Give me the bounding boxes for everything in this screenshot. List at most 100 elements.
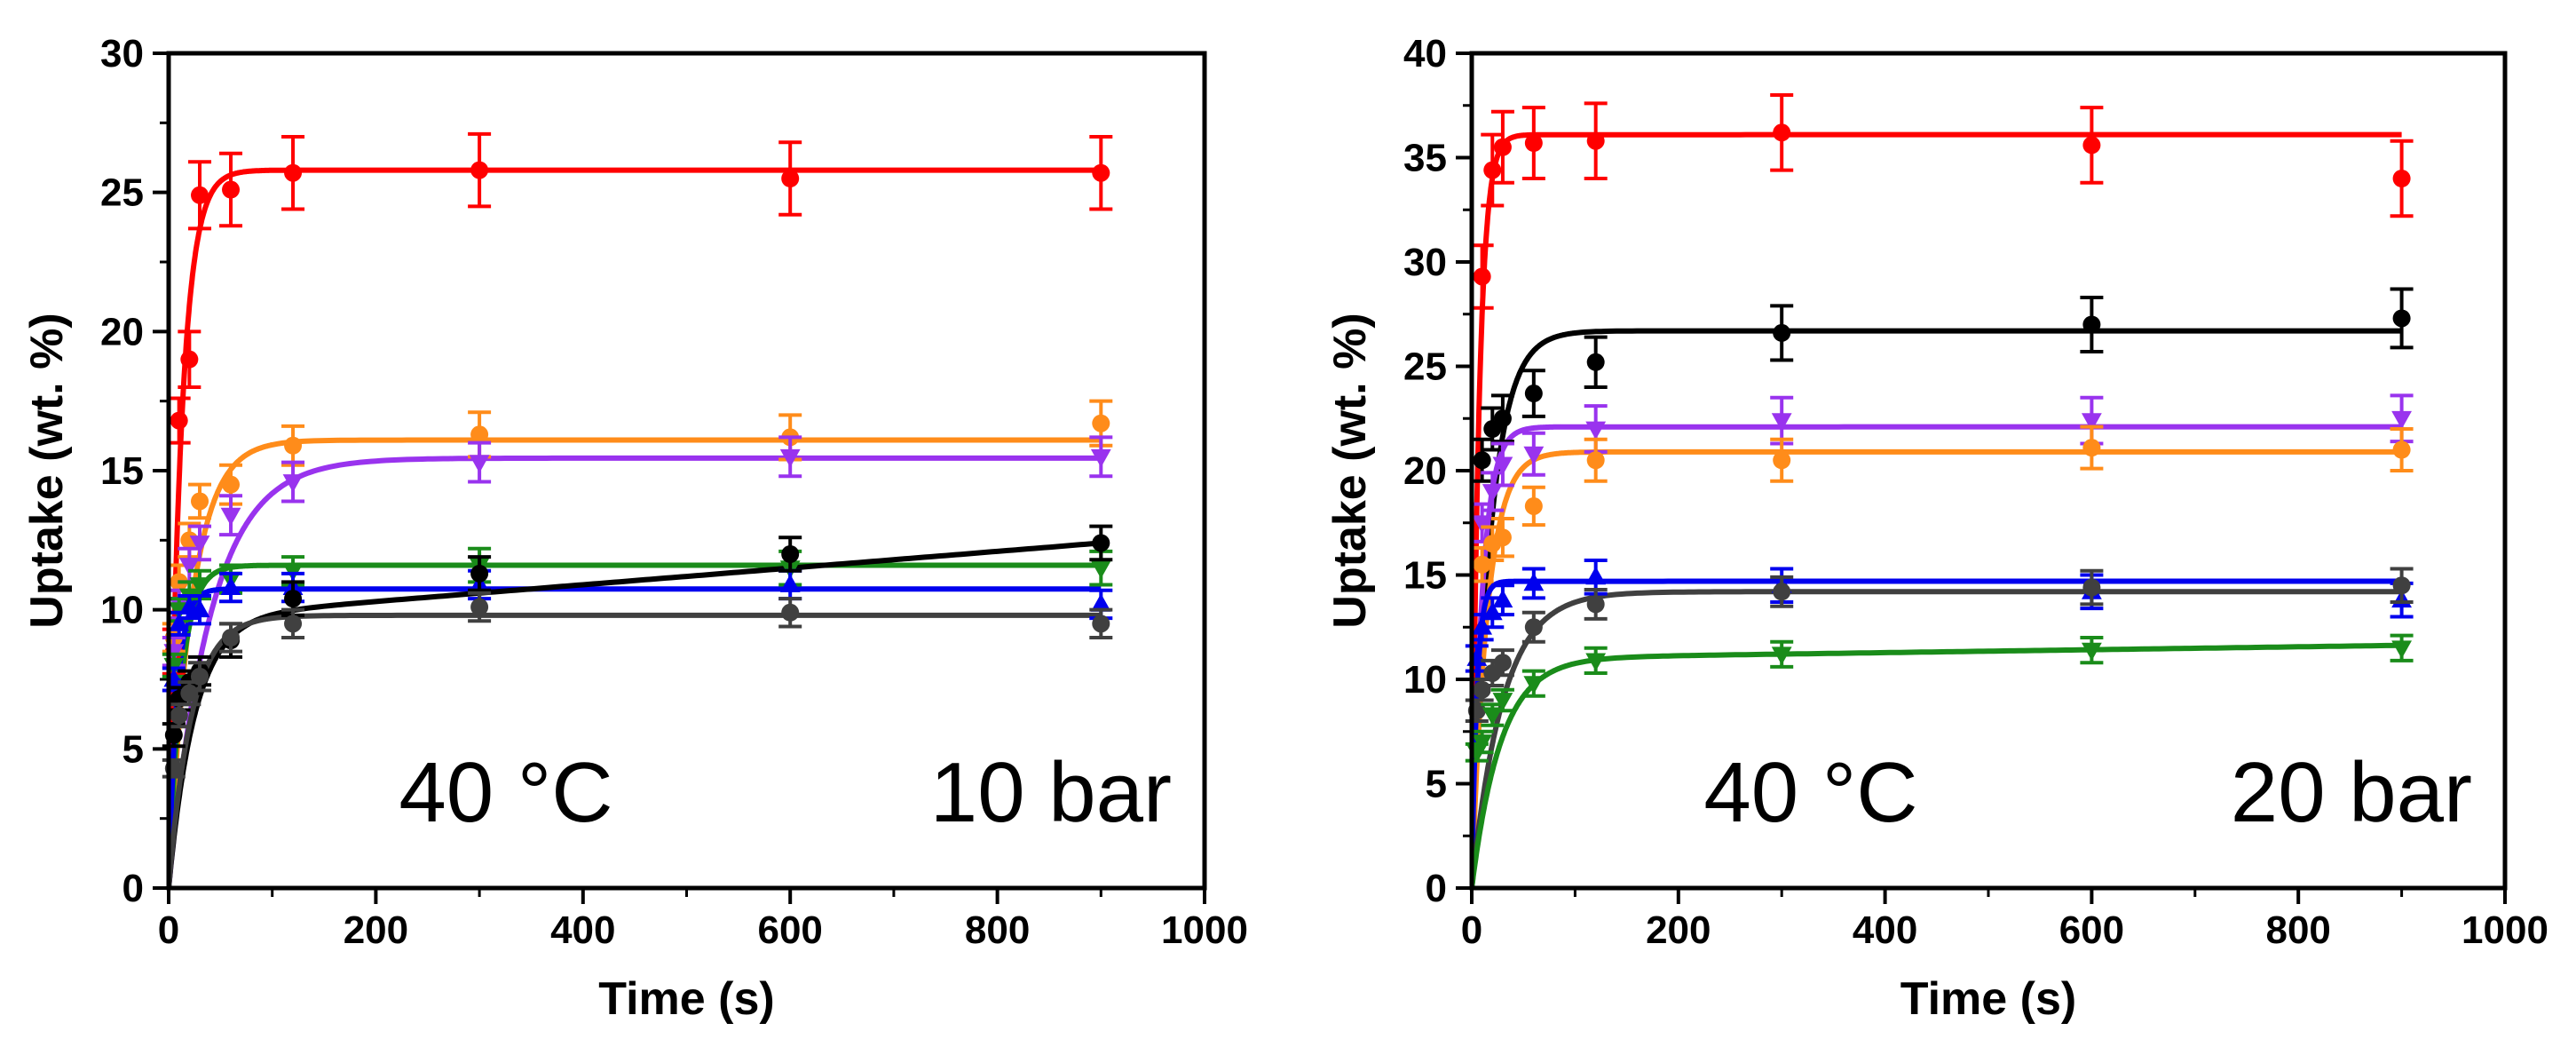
x-tick-label: 800 <box>965 908 1030 952</box>
data-point <box>2391 410 2412 430</box>
data-point <box>2082 315 2101 334</box>
right-panel: 0 200 400 600 800 1000 0 5 10 15 20 25 30 35 40 Time (s… <box>1324 32 2548 1025</box>
data-point <box>1773 451 1791 470</box>
x-tick-label: 800 <box>2265 908 2330 952</box>
plot-frame <box>1469 51 2508 891</box>
data-point <box>284 436 303 455</box>
data-point <box>1771 413 1792 432</box>
data-point <box>1523 572 1545 591</box>
data-point <box>781 170 800 187</box>
temperature-annotation: 40 °C <box>1703 745 1917 840</box>
data-point <box>2082 136 2101 155</box>
series-purple <box>1470 393 2414 543</box>
y-tick-label: 20 <box>1403 449 1447 493</box>
series-red <box>1470 93 2414 310</box>
data-point <box>1493 138 1512 156</box>
data-point <box>1524 385 1543 403</box>
series-purple <box>162 435 1113 668</box>
series-orange <box>1470 424 2414 583</box>
data-point <box>1586 451 1605 470</box>
data-point <box>220 576 241 595</box>
data-point <box>191 186 209 204</box>
data-point <box>1524 618 1543 637</box>
data-point <box>1473 555 1491 574</box>
y-tick-label: 10 <box>100 589 144 632</box>
data-point <box>779 574 801 592</box>
data-point <box>1473 680 1491 699</box>
data-point <box>781 603 800 622</box>
data-point <box>1492 693 1513 711</box>
data-point <box>779 448 801 468</box>
data-point <box>1585 421 1607 440</box>
x-tick-label: 400 <box>1853 908 1917 952</box>
data-point <box>1523 446 1545 465</box>
temperature-annotation: 40 °C <box>399 745 612 840</box>
fit-curve-blue <box>1472 578 2402 888</box>
series-dark-gray <box>162 591 1113 779</box>
fit-curve-blue <box>169 586 1102 888</box>
data-point <box>191 492 209 511</box>
data-point <box>1473 451 1491 470</box>
data-point <box>1493 528 1512 547</box>
plot-frame <box>166 51 1207 891</box>
data-point <box>169 613 190 631</box>
data-point <box>284 590 303 608</box>
data-point <box>170 411 188 430</box>
y-tick-label: 15 <box>100 449 144 493</box>
x-tick-label: 0 <box>158 908 179 952</box>
data-point <box>470 598 489 616</box>
data-point <box>2082 413 2102 432</box>
y-tick-label: 0 <box>122 867 144 910</box>
data-point <box>2391 640 2412 659</box>
data-point <box>1472 515 1493 534</box>
data-point <box>2392 309 2411 328</box>
data-point <box>222 475 241 494</box>
data-point <box>180 350 199 369</box>
y-tick-label: 20 <box>100 310 144 353</box>
data-point <box>2082 642 2102 662</box>
data-point <box>1493 654 1512 672</box>
x-tick-label: 600 <box>2059 908 2124 952</box>
y-axis-title: Uptake (wt. %) <box>21 313 73 628</box>
data-point <box>1090 448 1111 468</box>
y-tick-label: 25 <box>1403 345 1447 389</box>
x-tick-label: 400 <box>550 908 615 952</box>
x-tick-label: 600 <box>757 908 822 952</box>
pressure-annotation: 20 bar <box>2231 745 2472 840</box>
y-tick-label: 25 <box>100 171 144 215</box>
data-point <box>1092 534 1110 552</box>
x-tick-label: 1000 <box>2461 908 2548 952</box>
data-point <box>1773 583 1791 601</box>
series-red <box>162 131 1113 676</box>
data-point <box>220 507 241 527</box>
data-point <box>191 667 209 686</box>
data-point <box>1092 615 1110 633</box>
data-point <box>2392 170 2411 187</box>
data-point <box>1473 267 1491 286</box>
y-tick-label: 5 <box>122 727 144 771</box>
data-point <box>1492 589 1513 608</box>
y-tick-label: 35 <box>1403 137 1447 180</box>
data-point <box>1090 560 1111 579</box>
data-point <box>1524 496 1543 515</box>
y-axis-title: Uptake (wt. %) <box>1324 313 1376 628</box>
data-point <box>1586 353 1605 371</box>
series-black <box>162 524 1113 749</box>
y-tick-label: 10 <box>1403 658 1447 702</box>
y-tick-label: 40 <box>1403 32 1447 75</box>
data-point <box>2082 578 2101 597</box>
data-point <box>282 474 304 493</box>
x-tick-label: 200 <box>344 908 408 952</box>
data-point <box>284 163 303 182</box>
data-point <box>1523 676 1545 694</box>
data-point <box>1090 593 1111 612</box>
data-point <box>284 615 303 633</box>
data-point <box>2392 576 2411 595</box>
x-tick-label: 200 <box>1646 908 1711 952</box>
y-tick-label: 5 <box>1426 763 1447 806</box>
data-point <box>1586 595 1605 614</box>
data-point <box>189 599 210 618</box>
data-point <box>1493 409 1512 428</box>
y-tick-label: 30 <box>100 32 144 75</box>
